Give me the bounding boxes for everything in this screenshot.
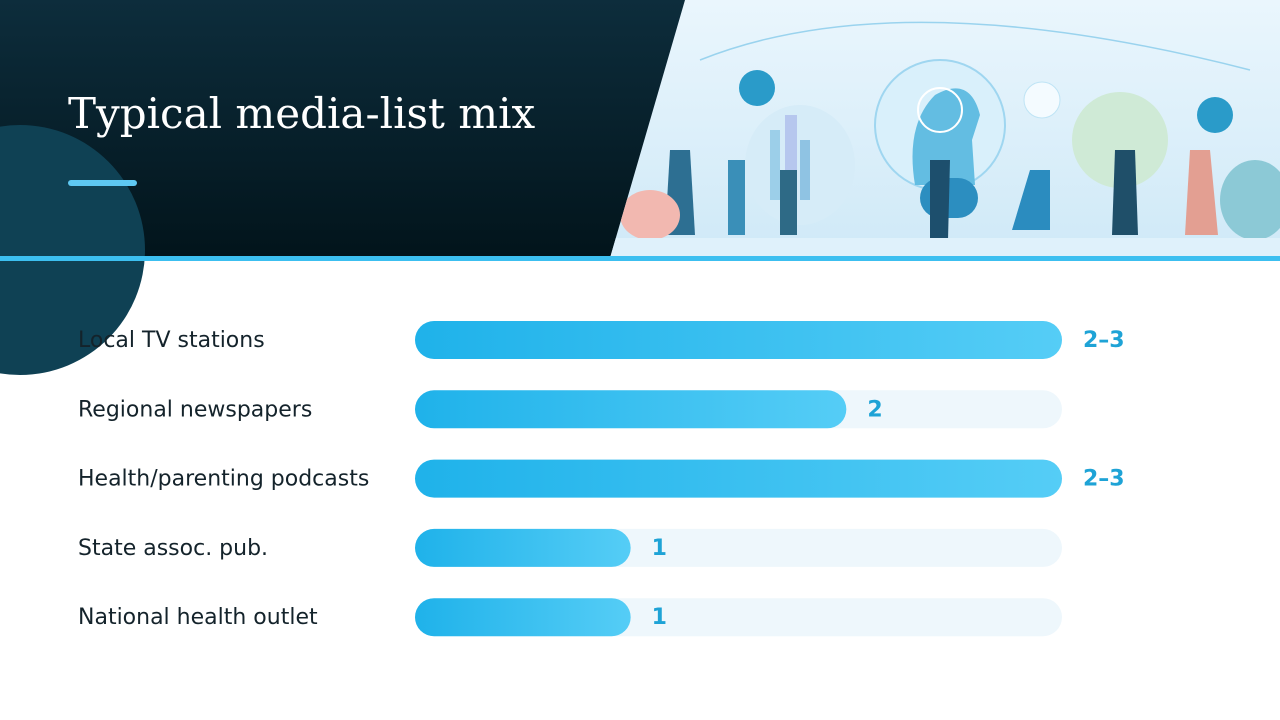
value-label: 2 <box>867 397 882 422</box>
value-label: 2–3 <box>1083 328 1125 353</box>
value-label: 2–3 <box>1083 467 1125 492</box>
header-rule <box>0 256 1280 261</box>
bar <box>415 321 1062 359</box>
category-label: Health/parenting podcasts <box>78 467 369 492</box>
bar <box>415 390 847 429</box>
header-circle <box>0 125 145 375</box>
bar <box>415 528 631 567</box>
chart-title: Typical media-list mix <box>68 89 536 138</box>
value-label: 1 <box>652 605 667 630</box>
bar <box>415 459 1062 498</box>
bar <box>415 598 631 637</box>
value-label: 1 <box>652 536 667 561</box>
title-accent <box>68 180 137 186</box>
category-label: National health outlet <box>78 605 318 630</box>
category-label: State assoc. pub. <box>78 536 268 561</box>
illustration <box>610 0 1280 258</box>
category-label: Regional newspapers <box>78 397 312 422</box>
category-label: Local TV stations <box>78 328 265 353</box>
